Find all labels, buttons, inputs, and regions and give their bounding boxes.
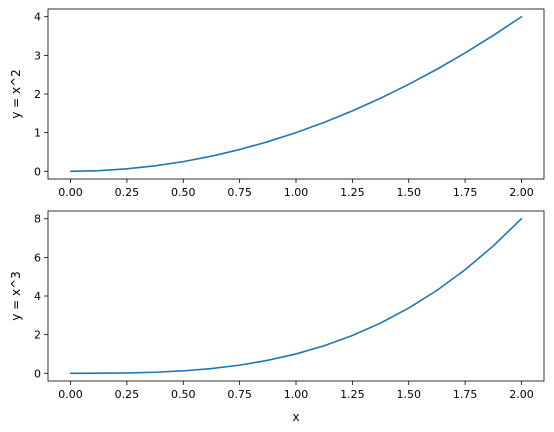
series-line [69,217,523,375]
x-tick-label: 2.00 [509,186,534,199]
x-tick-label: 0.75 [227,388,252,401]
y-tick-label: 4 [34,290,41,303]
x-tick-label: 0.00 [58,186,83,199]
x-tick-label: 2.00 [509,388,534,401]
x-tick-label: 1.00 [284,186,309,199]
series-line [69,15,523,173]
axes-frame [47,210,545,382]
y-tick-label: 8 [34,213,41,226]
y-tick-label: 1 [34,127,41,140]
y-tick-label: 0 [34,165,41,178]
x-axis-label: x [292,410,299,424]
y-tick-label: 6 [34,251,41,264]
x-tick-label: 1.25 [340,388,365,401]
top-subplot: xy = x^20.000.250.500.751.001.251.501.75… [9,8,545,222]
y-axis-label: y = x^2 [9,69,23,119]
x-tick-label: 1.50 [396,388,421,401]
plot-area [48,9,544,179]
plot-area [48,211,544,381]
x-tick-label: 0.25 [115,186,140,199]
y-axis-label: y = x^3 [9,271,23,321]
x-tick-label: 0.50 [171,186,196,199]
x-tick-label: 1.25 [340,186,365,199]
x-tick-label: 1.75 [453,186,478,199]
y-tick-label: 0 [34,367,41,380]
x-tick-label: 0.50 [171,388,196,401]
x-tick-label: 1.00 [284,388,309,401]
x-tick-label: 0.00 [58,388,83,401]
y-tick-label: 2 [34,329,41,342]
x-tick-label: 1.75 [453,388,478,401]
x-tick-label: 0.25 [115,388,140,401]
x-tick-label: 1.50 [396,186,421,199]
axes-frame [47,8,545,180]
bottom-subplot: x y = x^3 0.00 0.25 0.50 0.75 1.00 1.25 1.50 1.75… [9,210,545,424]
y-tick-label: 4 [34,11,41,24]
y-tick-label: 2 [34,88,41,101]
x-tick-label: 0.75 [227,186,252,199]
y-tick-label: 3 [34,49,41,62]
